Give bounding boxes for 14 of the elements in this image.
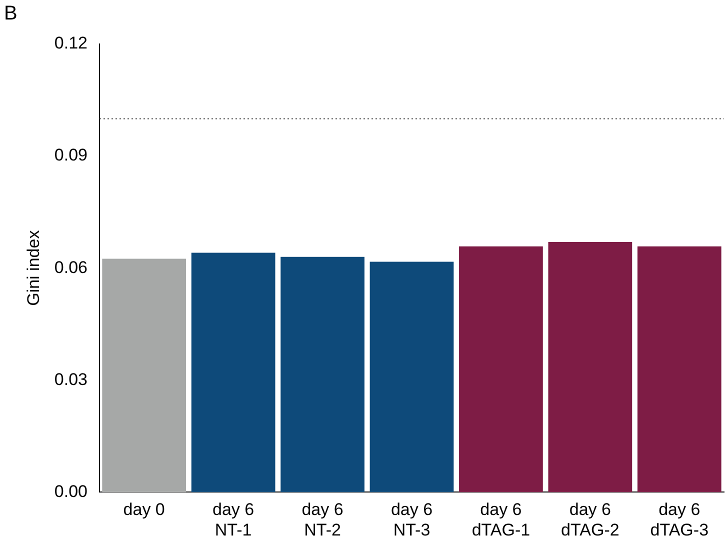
x-tick-label: day 6 NT-3 <box>390 500 433 540</box>
y-tick-label: 0.00 <box>54 482 88 501</box>
x-tick-label: day 0 <box>123 500 165 520</box>
y-tick-label: 0.06 <box>54 258 88 277</box>
x-tick-label: day 6 dTAG-3 <box>650 500 709 540</box>
y-tick-label: 0.03 <box>54 370 88 389</box>
x-tick-label: day 6 NT-1 <box>212 500 254 540</box>
y-axis-title: Gini index <box>24 230 43 306</box>
y-tick-label: 0.09 <box>54 146 88 165</box>
x-tick-label: day 6 NT-2 <box>302 500 344 540</box>
x-tick-label: day 6 dTAG-1 <box>472 500 530 540</box>
text: B <box>4 2 18 25</box>
x-tick-label: day 6 dTAG-2 <box>561 500 620 540</box>
y-tick-label: 0.12 <box>54 34 88 53</box>
